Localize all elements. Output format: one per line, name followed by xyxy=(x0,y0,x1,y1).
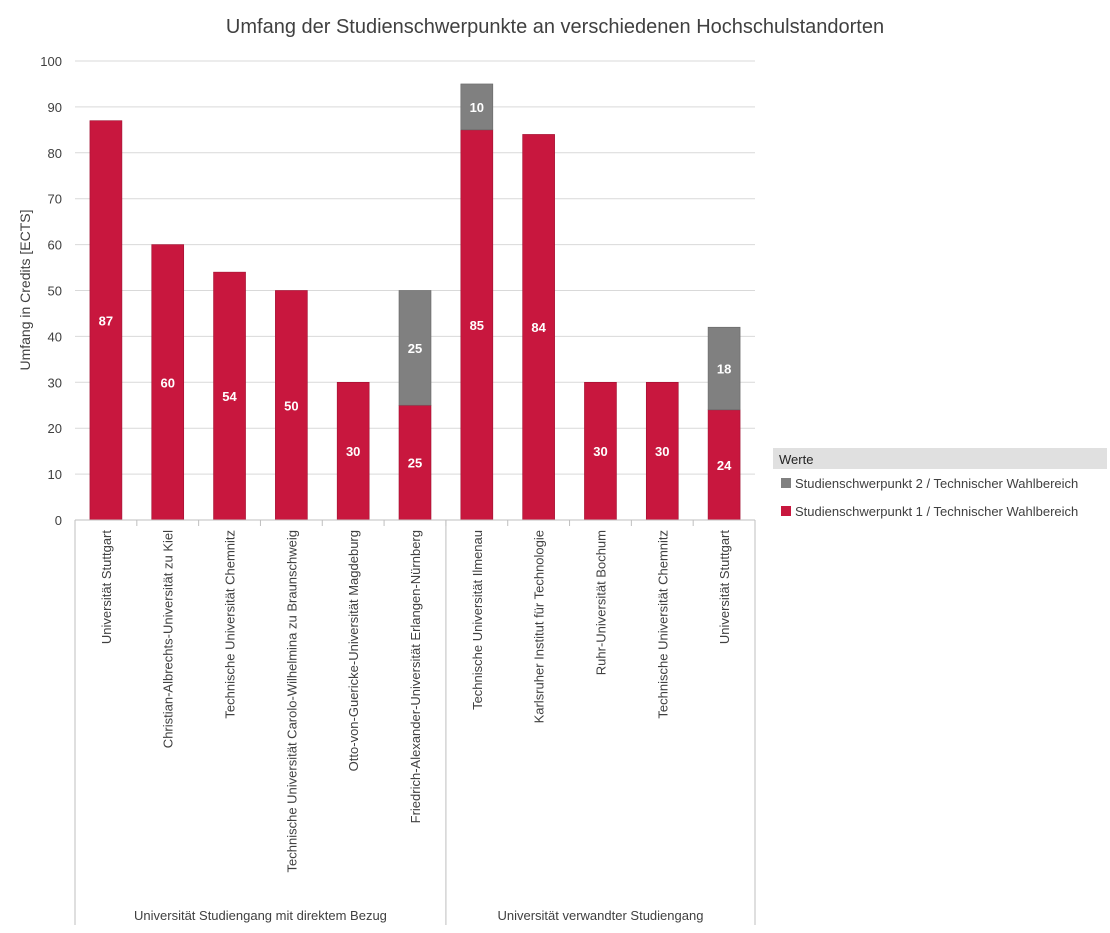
x-tick-label: Technische Universität Chemnitz xyxy=(655,530,670,719)
legend: Werte Studienschwerpunkt 2 / Technischer… xyxy=(773,448,1107,519)
y-tick-label: 60 xyxy=(48,238,62,253)
chart-title: Umfang der Studienschwerpunkte an versch… xyxy=(226,16,884,38)
bar-segment xyxy=(460,83,494,131)
bar-segment xyxy=(645,381,679,521)
data-label: 18 xyxy=(717,362,731,377)
data-label: 30 xyxy=(655,444,669,459)
group-label: Universität verwandter Studiengang xyxy=(497,908,703,923)
y-tick-label: 30 xyxy=(48,375,62,390)
legend-title: Werte xyxy=(779,452,813,467)
bar-segment xyxy=(213,271,246,521)
data-label: 85 xyxy=(470,318,484,333)
y-tick-label: 100 xyxy=(40,54,62,69)
bar-segment xyxy=(460,129,494,521)
data-label: 10 xyxy=(470,100,484,115)
legend-swatch xyxy=(781,478,791,488)
data-label: 87 xyxy=(99,313,113,328)
data-label: 54 xyxy=(222,389,237,404)
data-label: 30 xyxy=(593,444,607,459)
data-label: 30 xyxy=(346,444,360,459)
x-tick-label: Karlsruher Institut für Technologie xyxy=(532,530,547,723)
y-tick-label: 50 xyxy=(48,284,62,299)
bar-segment xyxy=(707,409,741,521)
bar-segment xyxy=(398,290,432,406)
y-tick-label: 80 xyxy=(48,146,62,161)
y-tick-label: 70 xyxy=(48,192,62,207)
y-tick-label: 20 xyxy=(48,421,62,436)
bar-segment xyxy=(398,404,432,521)
y-tick-label: 90 xyxy=(48,100,62,115)
data-label: 60 xyxy=(160,375,174,390)
bar-segment xyxy=(89,120,123,521)
x-tick-label: Christian-Albrechts-Universität zu Kiel xyxy=(161,530,176,748)
bar-segment xyxy=(275,290,308,521)
bar-segment xyxy=(151,244,185,521)
y-tick-label: 40 xyxy=(48,329,62,344)
data-label: 84 xyxy=(531,320,546,335)
group-label: Universität Studiengang mit direktem Bez… xyxy=(134,908,387,923)
bar-segment xyxy=(336,381,370,521)
legend-swatch xyxy=(781,506,791,516)
legend-item-label: Studienschwerpunkt 2 / Technischer Wahlb… xyxy=(795,476,1078,491)
y-axis-label: Umfang in Credits [ECTS] xyxy=(17,209,33,370)
y-tick-label: 10 xyxy=(48,467,62,482)
legend-item-label: Studienschwerpunkt 1 / Technischer Wahlb… xyxy=(795,504,1078,519)
bars: 87 60 54 50 30 25 25 85 10 84 30 30 24 18 xyxy=(89,83,741,521)
gridlines: 0 10 20 30 40 50 60 70 80 90 100 xyxy=(40,54,755,528)
bar-segment xyxy=(707,326,741,411)
x-tick-label: Technische Universität Chemnitz xyxy=(223,530,238,719)
data-label: 25 xyxy=(408,456,422,471)
x-tick-label: Universität Stuttgart xyxy=(99,530,114,645)
x-tick-label: Universität Stuttgart xyxy=(717,530,732,645)
legend-header xyxy=(773,448,1107,469)
x-axis: Universität Stuttgart Christian-Albrechts… xyxy=(74,519,756,925)
x-tick-label: Friedrich-Alexander-Universität Erlangen… xyxy=(408,530,423,823)
x-tick-label: Ruhr-Universität Bochum xyxy=(593,530,608,675)
y-tick-label: 0 xyxy=(55,513,62,528)
x-tick-label: Otto-von-Guericke-Universität Magdeburg xyxy=(346,530,361,771)
data-label: 24 xyxy=(717,458,732,473)
data-label: 50 xyxy=(284,398,298,413)
data-label: 25 xyxy=(408,341,422,356)
x-tick-label: Technische Universität Ilmenau xyxy=(470,530,485,710)
x-tick-label: Technische Universität Carolo-Wilhelmina… xyxy=(284,530,299,872)
